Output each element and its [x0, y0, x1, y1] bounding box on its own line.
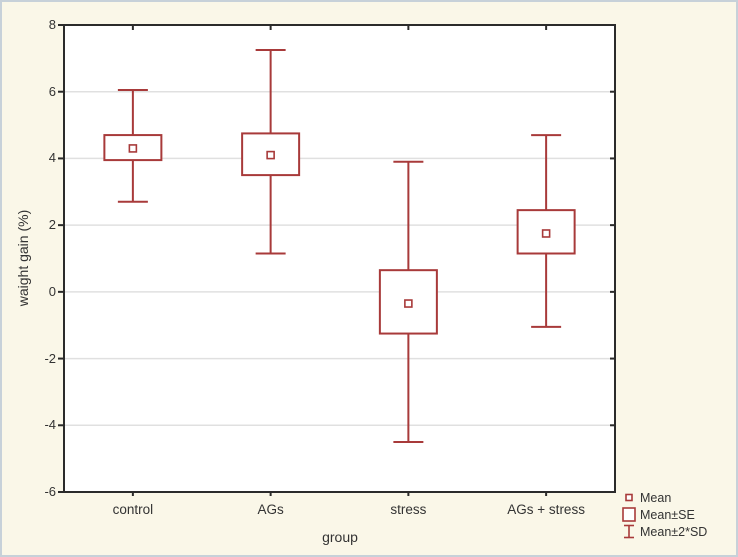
y-tick-label: 8 [48, 17, 56, 32]
x-category-label-stress: stress [390, 502, 427, 517]
mean-se-icon [622, 507, 636, 522]
y-tick-label: -2 [44, 350, 56, 366]
se-box-AGs + stress [516, 209, 576, 255]
mean-marker-AGs [266, 150, 275, 160]
y-tick-label: 2 [48, 217, 56, 233]
y-tick-label: -4 [44, 417, 56, 433]
y-tick-label: 6 [48, 83, 56, 99]
mean-icon [625, 493, 633, 502]
x-axis-title: group [322, 529, 358, 545]
plot-area [58, 24, 616, 496]
x-category-label-control: control [112, 502, 154, 517]
y-tick-label: 4 [48, 150, 56, 166]
boxplot-canvas [58, 24, 616, 496]
mean-2sd-icon [624, 524, 634, 539]
x-category-label-ags-stress: AGs + stress [507, 502, 585, 517]
mean-marker-stress [404, 299, 413, 308]
legend-label-mean-2sd: Mean±2*SD [640, 524, 708, 539]
y-tick-label: -6 [44, 484, 56, 499]
y-tick-label: 0 [48, 283, 56, 299]
legend: Mean Mean±SE Mean±2*SD [621, 489, 707, 540]
plot-border [63, 24, 616, 493]
legend-item-mean-2sd: Mean±2*SD [621, 523, 707, 540]
mean-marker-control [128, 144, 138, 153]
x-category-label-ags: AGs [257, 502, 284, 517]
legend-label-mean: Mean [640, 490, 672, 505]
legend-item-mean: Mean [621, 489, 707, 506]
mean-marker-AGs + stress [541, 229, 551, 238]
legend-label-mean-se: Mean±SE [640, 507, 695, 522]
legend-item-mean-se: Mean±SE [621, 506, 707, 523]
y-axis-title: waight gain (%) [15, 209, 31, 307]
